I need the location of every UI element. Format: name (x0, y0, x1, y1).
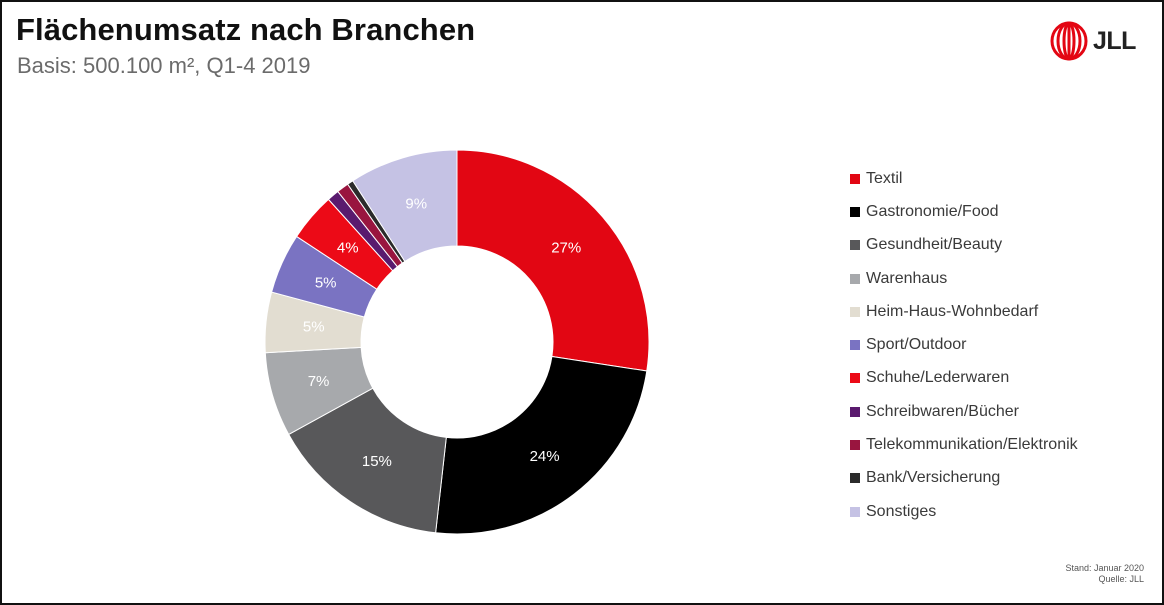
legend-item: Warenhaus (850, 262, 1078, 295)
legend-swatch (850, 440, 860, 451)
legend-item: Schuhe/Lederwaren (850, 362, 1078, 395)
legend-swatch (850, 173, 860, 184)
legend-item: Heim-Haus-Wohnbedarf (850, 295, 1078, 328)
legend-item: Gastronomie/Food (850, 195, 1078, 228)
legend-swatch (850, 306, 860, 317)
legend-item: Telekommunikation/Elektronik (850, 428, 1078, 461)
slice-label-1: 24% (530, 448, 560, 465)
legend-swatch (850, 340, 860, 351)
chart-legend: Textil Gastronomie/Food Gesundheit/Beauty W… (850, 162, 1078, 528)
chart-title: Flächenumsatz nach Branchen (16, 12, 476, 47)
legend-item: Textil (850, 162, 1078, 195)
slice-label-2: 15% (362, 453, 392, 470)
slice-label-10: 9% (405, 195, 427, 212)
jll-logo: JLL (1049, 21, 1149, 61)
slice-label-6: 4% (337, 240, 359, 257)
footnote: Stand: Januar 2020 Quelle: JLL (1065, 563, 1144, 585)
legend-label: Sport/Outdoor (866, 336, 967, 354)
legend-item: Sonstiges (850, 495, 1078, 528)
donut-chart: 27%24%15%7%5%5%4%9% (264, 149, 650, 535)
slice-1 (435, 355, 648, 535)
slice-label-4: 5% (303, 319, 325, 336)
slice-10 (352, 149, 458, 263)
legend-label: Gastronomie/Food (866, 202, 999, 220)
footnote-date: Stand: Januar 2020 (1065, 563, 1144, 573)
slice-label-0: 27% (551, 240, 581, 257)
legend-item: Gesundheit/Beauty (850, 229, 1078, 262)
legend-label: Bank/Versicherung (866, 469, 1001, 487)
legend-swatch (850, 240, 860, 251)
legend-item: Sport/Outdoor (850, 328, 1078, 361)
legend-label: Schreibwaren/Bücher (866, 402, 1019, 420)
legend-swatch (850, 473, 860, 484)
legend-item: Bank/Versicherung (850, 462, 1078, 495)
legend-item: Schreibwaren/Bücher (850, 395, 1078, 428)
legend-label: Telekommunikation/Elektronik (866, 436, 1078, 454)
legend-label: Schuhe/Lederwaren (866, 369, 1010, 387)
legend-swatch (850, 506, 860, 517)
slice-label-5: 5% (315, 274, 337, 291)
footnote-source: Quelle: JLL (1098, 574, 1144, 584)
legend-swatch (850, 273, 860, 284)
legend-label: Gesundheit/Beauty (866, 236, 1003, 254)
legend-label: Textil (866, 169, 903, 187)
jll-logo-icon (1050, 21, 1088, 61)
logo-text: JLL (1093, 26, 1136, 55)
legend-label: Sonstiges (866, 502, 937, 520)
legend-label: Warenhaus (866, 269, 948, 287)
slice-label-3: 7% (308, 373, 330, 390)
slice-0 (456, 149, 650, 372)
legend-swatch (850, 373, 860, 384)
legend-label: Heim-Haus-Wohnbedarf (866, 302, 1039, 320)
chart-subtitle: Basis: 500.100 m², Q1-4 2019 (17, 53, 311, 78)
legend-swatch (850, 206, 860, 217)
legend-swatch (850, 406, 860, 417)
